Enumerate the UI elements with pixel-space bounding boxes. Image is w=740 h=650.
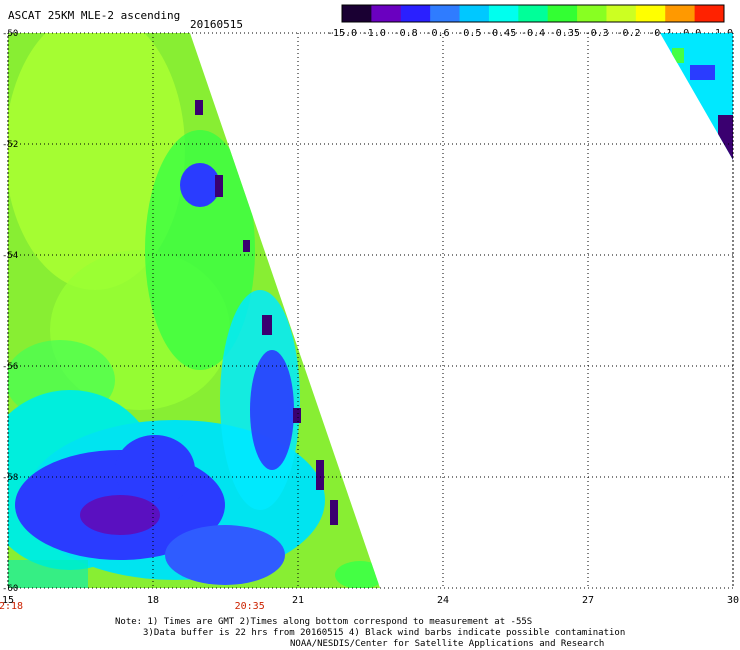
colorbar-swatch — [342, 5, 372, 22]
colorbar-label: -0.8 — [394, 28, 418, 39]
lat-tick-label: -54 — [2, 251, 18, 261]
colorbar-swatch — [665, 5, 696, 22]
lat-tick-label: -58 — [2, 473, 18, 483]
latitude-labels: -50 -52 -54 -56 -58 -60 — [2, 29, 18, 594]
map-grid — [7, 32, 734, 589]
note-line-3: NOAA/NESDIS/Center for Satellite Applica… — [290, 639, 605, 649]
colorbar-label: -0.6 — [425, 28, 449, 39]
lon-tick-label: 30 — [727, 595, 739, 606]
lat-tick-label: -60 — [2, 584, 18, 594]
colorbar-label: -0.45 — [486, 28, 516, 39]
colorbar-swatch — [694, 5, 725, 22]
lon-tick-label: 21 — [292, 595, 304, 606]
colorbar-swatch — [547, 5, 578, 22]
colorbar-swatch — [371, 5, 402, 22]
colorbar-swatch — [488, 5, 519, 22]
time-label: 22:18 — [0, 601, 23, 612]
map-title: ASCAT 25KM MLE-2 ascending — [8, 9, 181, 22]
lat-tick-label: -50 — [2, 29, 18, 39]
map-date: 20160515 — [190, 18, 243, 31]
note-line-2: 3)Data buffer is 22 hrs from 20160515 4)… — [143, 628, 626, 638]
colorbar-swatch — [430, 5, 461, 22]
colorbar-label: -0.5 — [457, 28, 481, 39]
lat-tick-label: -56 — [2, 362, 18, 372]
lon-tick-label: 18 — [147, 595, 159, 606]
colorbar-label: -15.0 — [327, 28, 357, 39]
colorbar-swatches — [341, 4, 725, 23]
time-labels: 22:18 20:35 — [0, 601, 265, 612]
colorbar-swatch — [635, 5, 666, 22]
lon-tick-label: 15 — [2, 595, 14, 606]
lon-tick-label: 27 — [582, 595, 594, 606]
note-line-1: Note: 1) Times are GMT 2)Times along bot… — [115, 617, 533, 627]
longitude-labels: 15 18 21 24 27 30 — [2, 595, 739, 606]
colorbar-swatch — [577, 5, 607, 22]
lon-tick-label: 24 — [437, 595, 449, 606]
colorbar-label: -1.0 — [362, 28, 386, 39]
lat-tick-label: -52 — [2, 140, 18, 150]
swath-right — [660, 33, 733, 160]
colorbar-swatch — [518, 5, 549, 22]
colorbar-swatch — [606, 5, 637, 22]
colorbar-swatch — [459, 5, 490, 22]
time-label: 20:35 — [235, 601, 265, 612]
swath-left — [8, 33, 380, 588]
colorbar-swatch — [400, 5, 431, 22]
